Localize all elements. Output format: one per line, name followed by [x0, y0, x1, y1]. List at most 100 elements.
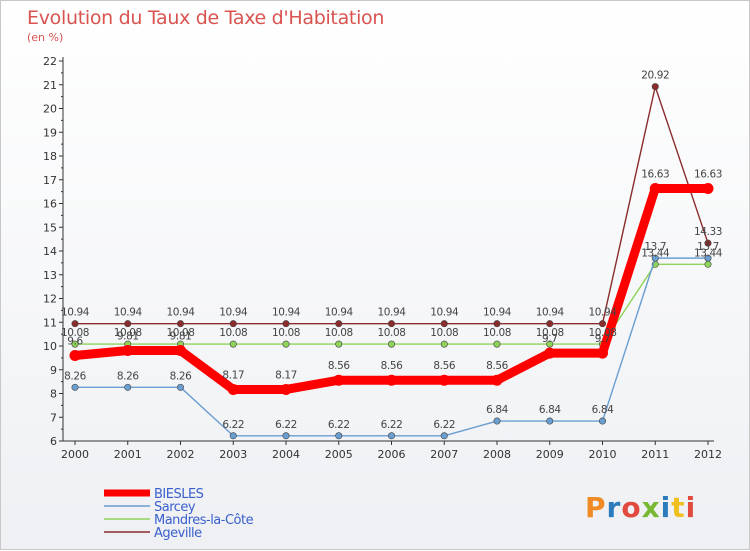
data-point: [493, 417, 501, 425]
data-point: [71, 383, 79, 391]
y-tick-label: 13: [43, 269, 57, 282]
data-label: 10.08: [483, 327, 511, 339]
data-label: 10.08: [166, 327, 194, 339]
data-label: 9.6: [67, 336, 83, 348]
data-label: 6.84: [592, 404, 614, 416]
data-point: [124, 320, 132, 328]
data-label: 10.94: [272, 307, 301, 319]
chart-subtitle: (en %): [27, 31, 64, 44]
data-label: 8.26: [117, 370, 139, 382]
data-point: [175, 345, 186, 357]
data-point: [651, 83, 659, 91]
data-point: [704, 239, 712, 247]
data-point: [387, 320, 395, 328]
data-label: 8.26: [170, 370, 192, 382]
data-label: 10.08: [114, 327, 142, 339]
data-point: [177, 383, 185, 391]
data-label: 10.94: [114, 307, 143, 319]
data-point: [282, 432, 290, 440]
data-label: 10.94: [430, 307, 459, 319]
data-label: 10.94: [536, 307, 565, 319]
data-point: [546, 320, 554, 328]
data-label: 10.94: [219, 307, 248, 319]
y-tick-label: 21: [43, 79, 57, 92]
data-label: 13.7: [644, 241, 666, 253]
data-label: 10.94: [61, 307, 90, 319]
data-point: [651, 254, 659, 262]
data-point: [597, 347, 608, 359]
legend-label: Ageville: [154, 526, 202, 541]
legend-label: Sarcey: [154, 500, 196, 515]
data-point: [598, 320, 606, 328]
data-point: [649, 183, 661, 195]
data-label: 9.7: [542, 333, 558, 345]
data-label: 20.92: [641, 70, 669, 82]
data-point: [280, 383, 292, 395]
y-tick-label: 11: [43, 316, 57, 329]
data-label: 6.22: [381, 419, 403, 431]
data-point: [493, 340, 501, 348]
data-point: [491, 374, 503, 386]
data-label: 10.94: [325, 307, 354, 319]
x-tick-label: 2003: [219, 448, 247, 461]
data-point: [333, 374, 345, 386]
y-tick-label: 18: [43, 150, 57, 163]
data-point: [282, 320, 290, 328]
data-label: 10.08: [325, 327, 353, 339]
data-point: [229, 432, 237, 440]
data-label: 13.44: [694, 247, 723, 259]
legend-label: Mandres-la-Côte: [154, 513, 254, 528]
data-point: [69, 350, 81, 361]
data-point: [335, 340, 343, 348]
data-label: 8.17: [275, 369, 297, 381]
y-tick-label: 15: [43, 221, 57, 234]
data-point: [440, 340, 448, 348]
y-tick-label: 17: [43, 174, 57, 187]
data-label: 9.81: [117, 331, 139, 343]
data-point: [546, 417, 554, 425]
data-label: 9.81: [170, 331, 192, 343]
data-point: [335, 320, 343, 328]
y-tick-label: 6: [50, 435, 57, 448]
data-label: 6.84: [539, 404, 561, 416]
data-point: [122, 345, 134, 357]
data-label: 10.94: [483, 307, 512, 319]
y-tick-label: 20: [43, 103, 57, 116]
x-tick-label: 2011: [641, 448, 669, 461]
data-label: 10.08: [588, 327, 616, 339]
proxiti-logo: Proxiti: [585, 491, 697, 524]
x-tick-label: 2010: [589, 448, 617, 461]
data-label: 6.22: [328, 419, 350, 431]
y-tick-label: 7: [50, 411, 57, 424]
data-label: 10.08: [430, 327, 458, 339]
data-point: [282, 340, 290, 348]
data-label: 13.7: [697, 241, 719, 253]
data-point: [335, 432, 343, 440]
data-point: [71, 320, 79, 328]
y-tick-label: 22: [43, 55, 57, 68]
x-tick-label: 2009: [536, 448, 564, 461]
x-tick-label: 2006: [378, 448, 406, 461]
data-point: [71, 340, 79, 348]
x-tick-label: 2012: [694, 448, 722, 461]
data-label: 10.08: [61, 327, 89, 339]
data-label: 8.56: [433, 360, 455, 372]
data-point: [598, 417, 606, 425]
data-label: 10.94: [166, 307, 195, 319]
data-label: 6.22: [222, 419, 244, 431]
x-tick-label: 2005: [325, 448, 353, 461]
data-label: 8.26: [64, 370, 86, 382]
data-label: 16.63: [694, 169, 722, 181]
y-tick-label: 9: [50, 364, 57, 377]
data-point: [704, 260, 712, 268]
x-tick-label: 2000: [61, 448, 89, 461]
x-tick-label: 2008: [483, 448, 511, 461]
data-label: 8.56: [486, 360, 508, 372]
y-tick-label: 19: [43, 126, 57, 139]
data-label: 10.94: [588, 307, 617, 319]
data-label: 16.63: [641, 169, 669, 181]
data-label: 6.22: [275, 419, 297, 431]
chart-title: Evolution du Taux de Taxe d'Habitation: [27, 7, 385, 29]
data-point: [440, 432, 448, 440]
